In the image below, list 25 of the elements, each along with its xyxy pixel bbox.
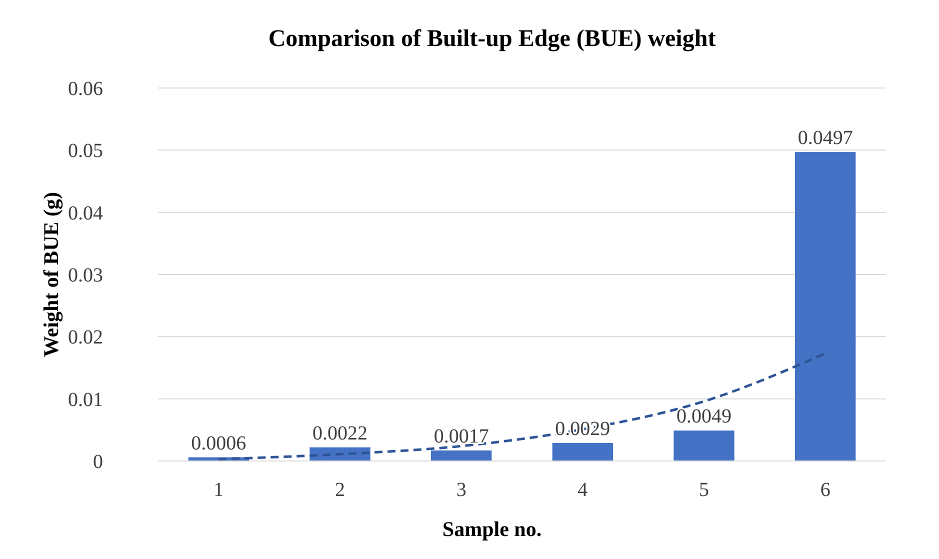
- data-label: 0.0049: [676, 406, 732, 428]
- y-tick-label: 0.03: [68, 264, 103, 286]
- x-tick-label: 6: [820, 479, 830, 501]
- y-tick-label: 0.05: [68, 140, 103, 162]
- data-label: 0.0017: [434, 425, 489, 448]
- x-tick-label: 2: [335, 479, 345, 501]
- x-tick-label: 4: [578, 479, 588, 501]
- y-axis-title: Weight of BUE (g): [39, 192, 63, 358]
- y-tick-label: 0.01: [68, 388, 103, 411]
- data-label: 0.0497: [798, 127, 853, 150]
- y-tick-label: 0.04: [68, 202, 103, 224]
- chart-title: Comparison of Built-up Edge (BUE) weight: [268, 26, 716, 52]
- y-tick-label: 0.02: [68, 326, 103, 349]
- x-tick-label: 1: [214, 479, 224, 501]
- bar: [431, 450, 492, 461]
- data-label: 0.0022: [312, 422, 368, 444]
- bar: [795, 152, 856, 461]
- x-tick-label: 3: [456, 479, 466, 501]
- y-tick-label: 0: [93, 451, 103, 473]
- x-tick-label: 5: [699, 479, 709, 501]
- bar: [674, 430, 734, 461]
- y-tick-label: 0.06: [68, 78, 103, 100]
- x-axis-title: Sample no.: [442, 517, 542, 541]
- data-label: 0.0006: [191, 432, 246, 454]
- bar: [552, 442, 613, 461]
